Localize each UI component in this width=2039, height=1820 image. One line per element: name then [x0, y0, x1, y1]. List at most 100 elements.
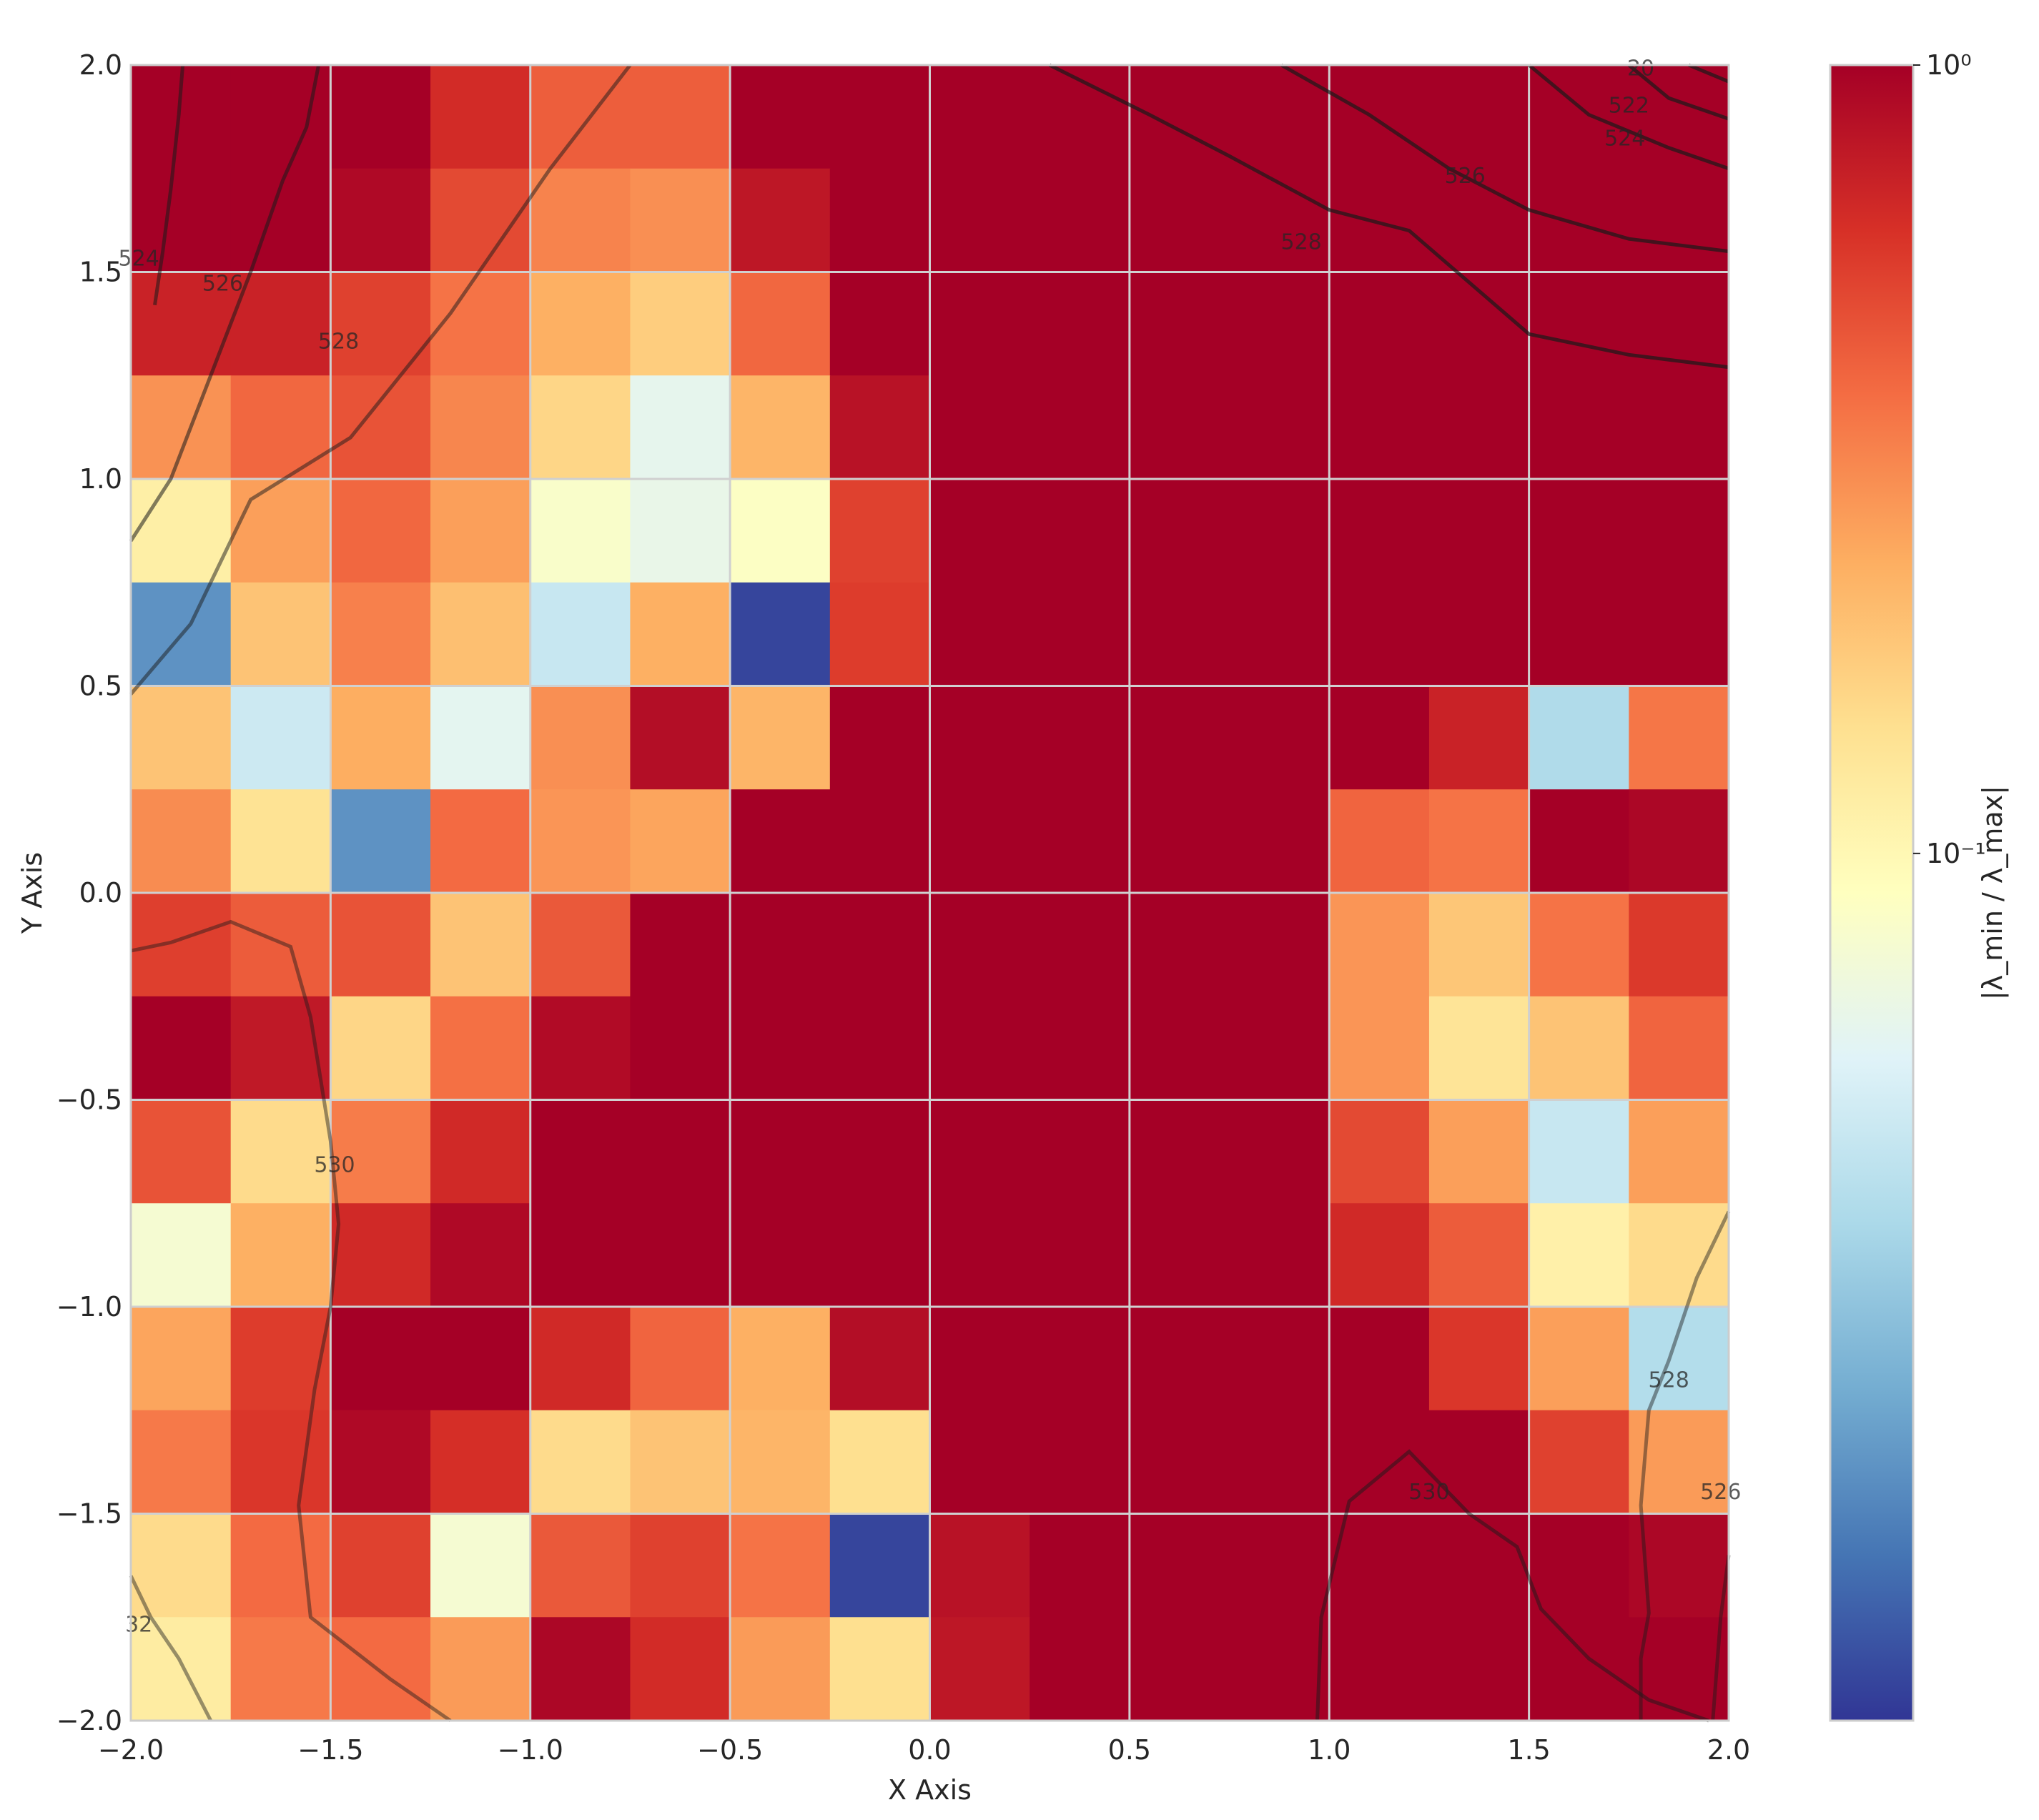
heatmap-cell	[1329, 686, 1430, 790]
heatmap-cell	[131, 1617, 232, 1721]
y-tick-label: −2.0	[56, 1705, 122, 1736]
heatmap-cell	[330, 168, 431, 273]
heatmap-cell	[1129, 65, 1230, 169]
heatmap-cell	[929, 996, 1030, 1101]
x-tick-label: 2.0	[1707, 1734, 1750, 1766]
heatmap-cell	[1329, 893, 1430, 997]
heatmap-cell	[530, 686, 631, 790]
heatmap-cell	[829, 272, 931, 376]
heatmap-cell	[430, 789, 531, 894]
contour-label: 526	[202, 271, 243, 296]
heatmap-cell	[230, 789, 331, 894]
heatmap-cell	[1030, 1410, 1130, 1515]
heatmap-cell	[1129, 1099, 1230, 1204]
heatmap-cell	[929, 272, 1030, 376]
heatmap-cell	[1329, 1203, 1430, 1307]
heatmap-cell	[630, 789, 731, 894]
heatmap-cell	[1428, 1203, 1530, 1307]
heatmap-cell	[530, 375, 631, 480]
heatmap-cell	[1428, 686, 1530, 790]
heatmap-cell	[829, 1099, 931, 1204]
heatmap-cell	[829, 686, 931, 790]
heatmap-cell	[1229, 1513, 1330, 1618]
heatmap-cell	[1030, 375, 1130, 480]
heatmap-cell	[929, 1099, 1030, 1204]
heatmap-cell	[630, 893, 731, 997]
heatmap-cell	[730, 272, 831, 376]
heatmap-cell	[330, 1203, 431, 1307]
heatmap-cell	[1629, 893, 1729, 997]
heatmap-cell	[1030, 272, 1130, 376]
heatmap-cell	[1129, 1513, 1230, 1618]
heatmap-cell	[929, 479, 1030, 583]
heatmap-cell	[730, 168, 831, 273]
heatmap-cell	[929, 1307, 1030, 1411]
heatmap-cell	[1529, 582, 1629, 687]
heatmap-cell	[1030, 65, 1130, 169]
heatmap-cell	[430, 686, 531, 790]
heatmap-cell	[1229, 1203, 1330, 1307]
heatmap-cell	[730, 1307, 831, 1411]
heatmap-cell	[1529, 686, 1629, 790]
heatmap-cell	[1529, 1099, 1629, 1204]
contour-labels: 524 526 528 530 528 526 530 32 528 526 524 522 20	[119, 56, 1742, 1637]
heatmap-cell	[230, 582, 331, 687]
heatmap-cell	[1030, 893, 1130, 997]
heatmap-cell	[1030, 1513, 1130, 1618]
heatmap-cell	[1229, 1617, 1330, 1721]
heatmap-cell	[1030, 582, 1130, 687]
y-tick-label: −1.0	[56, 1291, 122, 1322]
heatmap-cell	[1030, 1307, 1130, 1411]
heatmap-cell	[530, 272, 631, 376]
heatmap-cell	[1229, 996, 1330, 1101]
heatmap-cell	[430, 479, 531, 583]
heatmap-cell	[630, 1410, 731, 1515]
x-tick-label: −1.5	[297, 1734, 363, 1766]
colorbar-tick-label: 10⁰	[1926, 49, 1972, 81]
heatmap-cell	[131, 686, 232, 790]
heatmap-cell	[530, 789, 631, 894]
heatmap-cell	[230, 375, 331, 480]
heatmap-cell	[330, 272, 431, 376]
heatmap-cell	[1129, 168, 1230, 273]
contour-line-530	[1315, 1449, 1709, 1723]
heatmap-cell	[530, 1617, 631, 1721]
contour-label: 530	[1408, 1480, 1449, 1505]
heatmap-cell	[730, 65, 831, 169]
heatmap-cell	[1529, 1307, 1629, 1411]
heatmap-cell	[730, 479, 831, 583]
x-tick-label: 1.5	[1507, 1734, 1550, 1766]
contour-label: 526	[1700, 1480, 1741, 1505]
colorbar	[1829, 64, 1915, 1722]
heatmap-cell	[1329, 1410, 1430, 1515]
heatmap-cell	[1129, 375, 1230, 480]
heatmap-cell	[1428, 582, 1530, 687]
heatmap-cell	[1629, 1203, 1729, 1307]
y-tick-label: 2.0	[79, 49, 122, 81]
heatmap-cell	[1229, 1410, 1330, 1515]
heatmap-cell	[430, 375, 531, 480]
heatmap-cell	[1428, 65, 1530, 169]
heatmap-cell	[1629, 789, 1729, 894]
heatmap-cell	[1030, 479, 1130, 583]
heatmap-cell	[131, 996, 232, 1101]
heatmap-cell	[530, 1410, 631, 1515]
heatmap-cell	[1129, 1307, 1230, 1411]
y-tick-labels: −2.0 −1.5 −1.0 −0.5 0.0 0.5 1.0 1.5 2.0	[56, 49, 122, 1736]
heatmap-cell	[1428, 1099, 1530, 1204]
heatmap-cell	[1329, 65, 1430, 169]
heatmap-cell	[1129, 1203, 1230, 1307]
x-axis-label: X Axis	[888, 1774, 972, 1806]
colorbar-tick-labels: 10⁰ 10⁻¹	[1913, 49, 1986, 869]
heatmap-cell	[330, 1617, 431, 1721]
heatmap-cell	[730, 1203, 831, 1307]
heatmap-cell	[230, 1203, 331, 1307]
heatmap-cell	[530, 1203, 631, 1307]
heatmap-cell	[131, 1513, 232, 1618]
heatmap-cell	[430, 1307, 531, 1411]
heatmap-cell	[1629, 1617, 1729, 1721]
heatmap-cell	[1030, 1617, 1130, 1721]
heatmap-cell	[1229, 582, 1330, 687]
heatmap-cell	[530, 893, 631, 997]
heatmap-cell	[929, 1513, 1030, 1618]
